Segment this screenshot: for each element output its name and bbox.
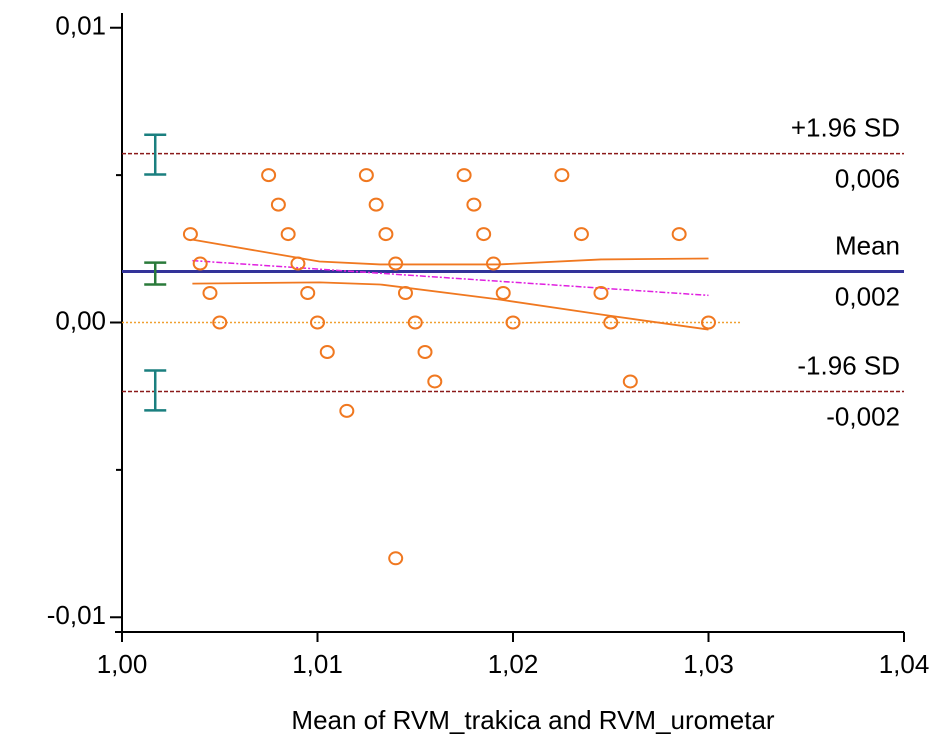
x-axis-title: Mean of RVM_trakica and RVM_urometar — [291, 705, 774, 735]
y-tick-label: -0,01 — [47, 600, 106, 630]
data-point — [388, 551, 404, 566]
limit-name: -1.96 SD — [797, 350, 900, 380]
data-point — [319, 344, 335, 359]
data-point — [407, 315, 423, 330]
limit-value: 0,002 — [835, 281, 900, 311]
regression-line — [192, 259, 709, 297]
limit-name: +1.96 SD — [791, 112, 900, 142]
data-point — [427, 374, 443, 389]
limit-value: -0,002 — [826, 401, 900, 431]
x-tick-label: 1,00 — [97, 649, 148, 679]
x-tick-label: 1,01 — [292, 649, 343, 679]
data-point — [378, 227, 394, 242]
data-point — [182, 227, 198, 242]
x-tick-label: 1,03 — [683, 649, 734, 679]
data-point — [622, 374, 638, 389]
data-point — [261, 168, 277, 183]
data-point — [280, 227, 296, 242]
data-point — [368, 197, 384, 212]
data-point — [593, 286, 609, 301]
data-point — [701, 315, 716, 330]
x-tick-label: 1,02 — [488, 649, 539, 679]
data-point — [270, 197, 286, 212]
data-point — [505, 315, 521, 330]
y-tick-label: 0,00 — [55, 305, 106, 335]
data-point — [603, 315, 619, 330]
data-point — [388, 256, 404, 271]
data-point — [466, 197, 482, 212]
data-point — [339, 403, 355, 418]
data-point — [485, 256, 501, 271]
x-tick-label: 1,04 — [879, 649, 930, 679]
data-point — [495, 286, 511, 301]
data-point — [290, 256, 306, 271]
regression-ci-lower — [192, 281, 709, 331]
data-point — [554, 168, 570, 183]
ci-bar — [144, 261, 167, 286]
data-point — [310, 315, 325, 330]
limit-value: 0,006 — [835, 163, 900, 193]
data-point — [202, 286, 218, 301]
data-point — [192, 256, 208, 271]
y-tick-label: 0,01 — [55, 11, 106, 41]
data-point — [397, 286, 413, 301]
data-point — [417, 344, 433, 359]
data-point — [671, 227, 687, 242]
data-point — [358, 168, 374, 183]
regression-ci-upper — [192, 238, 709, 266]
data-point — [476, 227, 492, 242]
data-point — [573, 227, 589, 242]
ci-bar — [144, 133, 167, 176]
data-point — [456, 168, 472, 183]
ci-bar — [144, 369, 167, 412]
data-point — [212, 315, 228, 330]
limit-name: Mean — [835, 230, 900, 260]
data-point — [300, 286, 316, 301]
